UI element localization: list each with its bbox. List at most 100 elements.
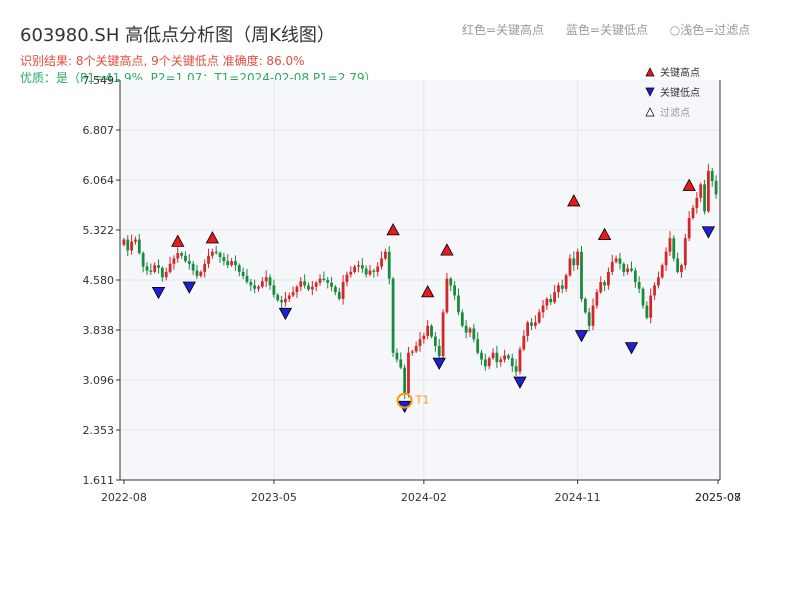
candle-body [430, 325, 433, 337]
key-low-marker [574, 330, 589, 343]
key-low-marker [151, 286, 166, 300]
candle-body [580, 251, 583, 299]
candle-body [453, 285, 456, 296]
candle-body [334, 286, 337, 293]
candle-body [153, 265, 157, 272]
candle-body [641, 288, 645, 306]
candle-body [364, 268, 368, 275]
candle-body [683, 238, 687, 266]
y-tick-label: 2.353 [83, 424, 115, 437]
result-summary: 识别结果: 8个关键高点, 9个关键低点 准确度: 86.0% [20, 54, 305, 68]
candle-body [630, 268, 633, 271]
candles [122, 163, 718, 399]
candle-body [645, 305, 649, 318]
pivot-markers: T1 [151, 178, 716, 414]
key-low-marker [701, 226, 716, 239]
candle-body [322, 278, 326, 280]
candle-body [610, 261, 614, 272]
candle-body [626, 268, 630, 272]
candle-body [691, 207, 695, 219]
y-tick-label: 6.064 [83, 174, 115, 187]
t1-ring [396, 392, 413, 409]
candle-body [549, 298, 553, 303]
x-tick-labels: 2022-08 2023-05 2024-02 2024-11 2025-072025-… [101, 480, 741, 504]
candle-body [445, 278, 449, 313]
key-low-marker [432, 357, 446, 370]
candle-body [633, 270, 637, 283]
x-tick-label: 2022-08 [101, 491, 147, 504]
grid-lines [120, 80, 720, 480]
legend-label: 关键低点 [660, 86, 700, 99]
y-tick-label: 6.807 [83, 124, 115, 137]
candle-body [622, 263, 626, 272]
candle-body [437, 346, 441, 357]
y-tick-label: 1.611 [83, 474, 115, 487]
candle-body [703, 184, 706, 212]
candle-body [664, 251, 668, 266]
candle-body [145, 266, 149, 271]
candle-body [230, 261, 233, 266]
candle-body [253, 285, 257, 289]
candle-body [503, 355, 506, 360]
candle-body [583, 298, 587, 313]
candle-body [164, 271, 168, 278]
candle-body [218, 253, 222, 258]
candle-body [126, 239, 130, 251]
candle-body [222, 257, 226, 262]
candle-body [141, 253, 145, 267]
candle-body [168, 263, 172, 272]
candle-body [330, 282, 333, 287]
legend-filtered-icon [645, 107, 655, 117]
candle-body [568, 258, 572, 276]
y-tick-label: 7.549 [83, 74, 115, 87]
candle-body [337, 292, 341, 299]
header-legend: 红色=关键高点 蓝色=关键低点 ○浅色=过滤点 [462, 21, 750, 38]
candle-body [560, 285, 564, 289]
candle-body [134, 239, 137, 242]
candle-body [249, 282, 253, 286]
legend-red-text: 红色=关键高点 [462, 23, 545, 37]
candle-body [295, 286, 299, 293]
candle-body [530, 322, 533, 326]
page-title: 603980.SH 高低点分析图（周K线图） [20, 25, 335, 46]
candle-body [272, 285, 276, 295]
candle-body [399, 359, 403, 368]
candle-body [687, 218, 691, 239]
candle-body [695, 197, 699, 208]
candle-body [541, 305, 545, 313]
key-low-marker [624, 342, 639, 355]
candle-body [160, 267, 164, 278]
candle-body [187, 261, 191, 264]
candle-body [191, 263, 195, 271]
legend-key-high-icon [645, 67, 655, 77]
candle-body [368, 270, 372, 275]
candle-body [130, 241, 134, 251]
candle-body [287, 295, 291, 299]
candle-body [264, 277, 268, 282]
key-high-marker [421, 285, 435, 298]
candle-body [380, 258, 383, 267]
candle-body [310, 286, 314, 290]
candle-body [260, 281, 264, 287]
candle-body [314, 282, 318, 287]
candle-body [372, 270, 376, 272]
candle-body [184, 255, 187, 262]
candle-body [660, 265, 664, 278]
candle-body [603, 282, 606, 286]
candle-body [572, 258, 576, 266]
legend-light-text: ○浅色=过滤点 [669, 23, 751, 37]
candle-body [487, 358, 491, 367]
candle-body [553, 292, 556, 303]
candle-body [122, 239, 126, 245]
y-tick-label: 5.322 [83, 224, 115, 237]
candle-body [418, 339, 422, 347]
candle-body [307, 285, 310, 290]
legend-label: 过滤点 [660, 106, 690, 119]
candle-body [672, 238, 676, 259]
x-tick-label: 2025-08 [695, 491, 741, 504]
candle-body [557, 285, 560, 293]
candle-body [706, 170, 710, 212]
candle-body [176, 253, 180, 259]
